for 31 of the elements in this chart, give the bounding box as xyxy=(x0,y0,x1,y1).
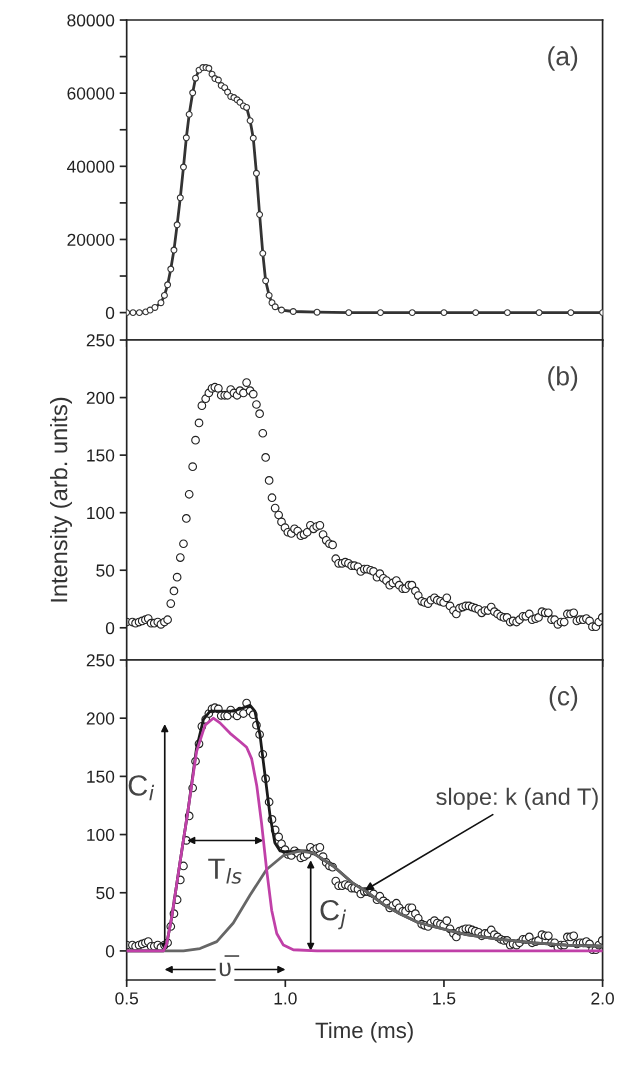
x-tick-label: 2.0 xyxy=(591,992,614,1005)
y-tick-label: 150 xyxy=(87,449,115,462)
y-tick-label: 0 xyxy=(105,306,115,320)
y-tick-label: 150 xyxy=(87,770,115,783)
x-tick-label: 1.5 xyxy=(433,992,456,1005)
annotation: (b) xyxy=(548,366,578,391)
y-tick-label: 250 xyxy=(86,654,115,667)
x-tick-label: 1.0 xyxy=(274,992,297,1005)
annotation: C$_{i}$ xyxy=(128,775,155,801)
y-tick-label: 200 xyxy=(86,712,115,725)
y-tick-label: 60000 xyxy=(67,87,115,100)
y-tick-label: 40000 xyxy=(67,160,115,173)
y-tick-label: 50 xyxy=(96,564,115,577)
y-axis-title: Intensity (arb. units) xyxy=(50,397,73,602)
annotation: T$_{ls}$ xyxy=(208,858,242,884)
annotation: υ̅ xyxy=(219,955,240,977)
y-tick-label: 100 xyxy=(87,506,115,520)
y-tick-label: 80000 xyxy=(67,14,115,27)
x-tick-label: 0.5 xyxy=(115,992,139,1005)
annotation: slope: k (and T) xyxy=(436,787,598,810)
y-tick-label: 250 xyxy=(86,334,115,347)
annotation: C$_{j}$ xyxy=(320,899,347,930)
y-tick-label: 200 xyxy=(86,391,115,405)
x-axis-title: Time (ms) xyxy=(315,1021,413,1043)
y-tick-label: 50 xyxy=(96,886,115,900)
annotation: (a) xyxy=(548,46,578,71)
y-tick-label: 20000 xyxy=(67,233,115,246)
y-tick-label: 0 xyxy=(105,621,115,635)
y-tick-label: 0 xyxy=(105,945,115,958)
y-tick-label: 100 xyxy=(87,828,115,842)
annotation: (c) xyxy=(549,686,578,711)
